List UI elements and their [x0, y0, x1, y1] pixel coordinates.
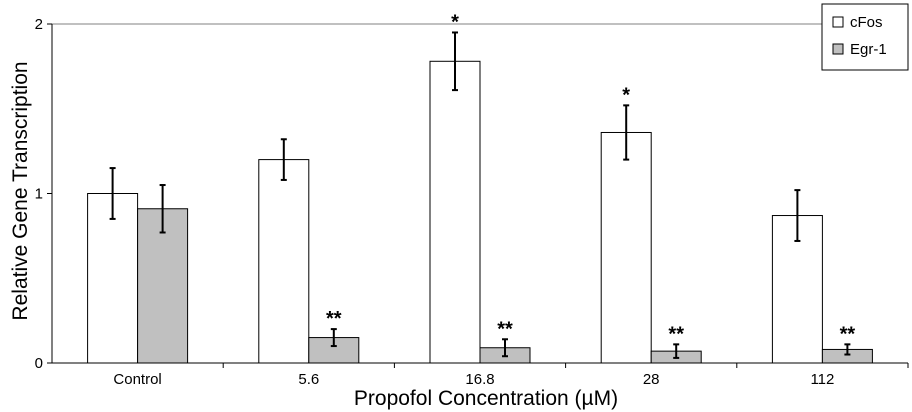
x-tick-label: 112 — [810, 371, 834, 388]
significance-egr1-4: ** — [668, 323, 684, 345]
x-tick-label: 5.6 — [298, 371, 319, 388]
legend-label-cfos: cFos — [850, 14, 883, 31]
bar-cfos-4 — [600, 131, 652, 364]
axes — [47, 23, 909, 368]
legend-swatch-cfos — [832, 16, 844, 28]
significance-egr1-5: ** — [840, 323, 856, 345]
x-tick-label: Control — [113, 371, 161, 388]
legend-swatch-egr1 — [832, 43, 844, 55]
x-tick-label: 28 — [643, 371, 660, 388]
error-bars — [109, 31, 851, 359]
error-bar-cfos-3 — [452, 31, 458, 92]
legend-box — [821, 3, 909, 71]
y-tick-label: 2 — [35, 16, 43, 33]
legend-label-egr1: Egr-1 — [850, 41, 887, 58]
tick-labels: Control 5.6 16.8 28 112 0 1 2 — [35, 16, 835, 388]
bars — [87, 60, 873, 364]
significance-annotations: ******** ** — [326, 11, 855, 345]
legend: cFos Egr-1 — [821, 3, 909, 71]
error-bar-cfos-2 — [280, 138, 287, 181]
error-bar-cfos-1 — [109, 167, 116, 220]
y-tick-label: 0 — [35, 355, 43, 372]
error-bar-cfos-5 — [794, 189, 801, 242]
error-bar-egr1-4 — [673, 343, 680, 359]
error-bar-egr1-5 — [844, 343, 851, 356]
error-bar-egr1-3 — [502, 338, 508, 358]
significance-cfos-3: * — [451, 11, 459, 33]
error-bar-egr1-1 — [159, 184, 166, 234]
error-bar-cfos-4 — [623, 104, 630, 161]
bar-cfos-2 — [258, 159, 310, 364]
significance-egr1-2: ** — [326, 308, 342, 330]
y-tick-label: 1 — [35, 186, 43, 203]
y-axis-title: Relative Gene Transcription — [9, 61, 32, 320]
significance-egr1-3: ** — [497, 318, 513, 340]
error-bar-egr1-2 — [330, 328, 337, 348]
bar-cfos-3 — [429, 60, 481, 364]
x-tick-label: 16.8 — [465, 371, 494, 388]
bar-egr1-1 — [137, 208, 189, 364]
significance-cfos-4: * — [622, 84, 630, 106]
x-axis-title: Propofol Concentration (µM) — [354, 387, 618, 410]
